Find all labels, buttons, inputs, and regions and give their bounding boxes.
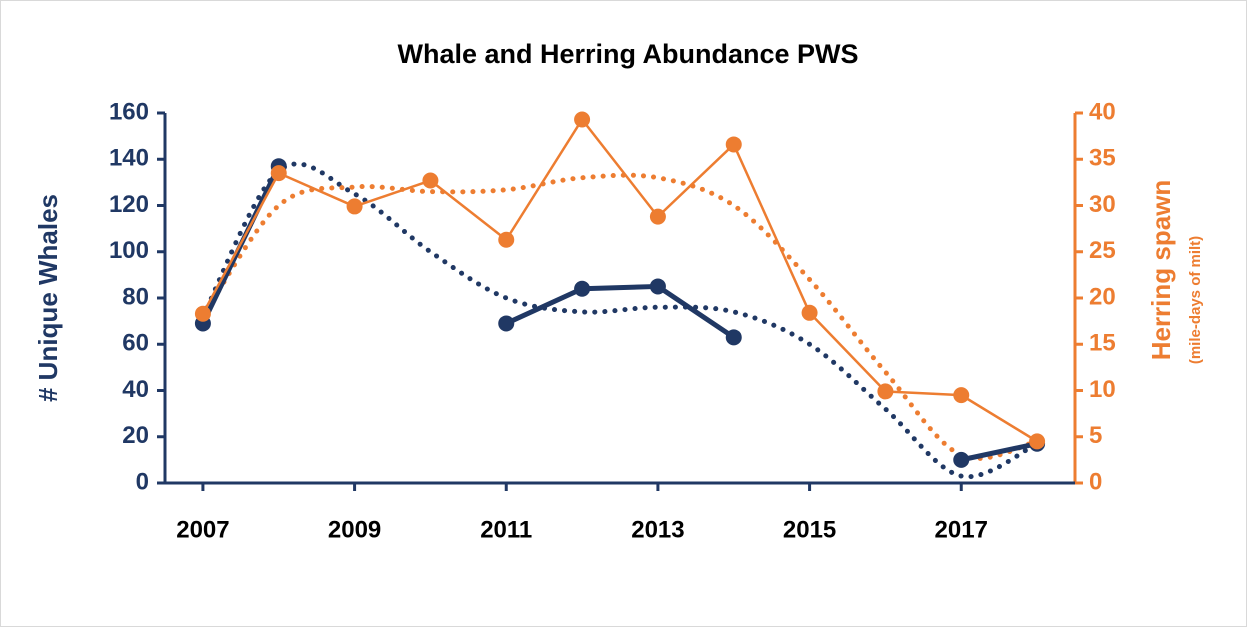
- data-point: [422, 172, 439, 189]
- y-tick-label: 0: [136, 468, 149, 495]
- y2-tick-label: 30: [1089, 191, 1116, 218]
- y2-tick-label: 25: [1089, 237, 1116, 264]
- y2-tick-label: 10: [1089, 376, 1116, 403]
- x-tick-label: 2011: [480, 516, 532, 543]
- data-point: [194, 305, 211, 322]
- data-point: [649, 278, 666, 295]
- y2-tick-label: 15: [1089, 330, 1116, 357]
- trend-line: [200, 172, 1040, 461]
- y2-tick-label: 5: [1089, 422, 1102, 449]
- y-tick-label: 100: [109, 237, 149, 264]
- y2-tick-label: 35: [1089, 145, 1116, 172]
- x-tick-label: 2007: [176, 516, 229, 543]
- y-axis-label: # Unique Whales: [33, 194, 63, 402]
- data-point: [953, 451, 970, 468]
- y-tick-label: 40: [122, 376, 149, 403]
- data-point: [1029, 433, 1046, 450]
- y-tick-label: 140: [109, 145, 149, 172]
- data-point: [270, 165, 287, 182]
- y2-axis-label: Herring spawn: [1146, 180, 1176, 361]
- y-tick-label: 80: [122, 283, 149, 310]
- data-point: [346, 198, 363, 215]
- data-point: [649, 208, 666, 225]
- y-tick-label: 20: [122, 422, 149, 449]
- x-tick-label: 2013: [631, 516, 684, 543]
- data-point: [498, 231, 515, 248]
- data-point: [574, 280, 591, 297]
- x-tick-label: 2015: [783, 516, 836, 543]
- data-line: [201, 118, 1039, 443]
- data-point: [498, 315, 515, 332]
- data-point: [953, 387, 970, 404]
- y2-tick-label: 0: [1089, 468, 1102, 495]
- chart-title: Whale and Herring Abundance PWS: [397, 39, 858, 69]
- trend-line: [200, 161, 1040, 480]
- x-tick-label: 2009: [328, 516, 381, 543]
- y-tick-label: 120: [109, 191, 149, 218]
- y2-tick-label: 20: [1089, 283, 1116, 310]
- y-tick-label: 160: [109, 98, 149, 125]
- y2-tick-label: 40: [1089, 98, 1116, 125]
- data-point: [725, 136, 742, 153]
- data-point: [877, 383, 894, 400]
- data-point: [725, 329, 742, 346]
- data-point: [801, 304, 818, 321]
- x-tick-label: 2017: [935, 516, 988, 543]
- data-point: [574, 111, 591, 128]
- y-tick-label: 60: [122, 330, 149, 357]
- y2-axis-sublabel: (mile-days of milt): [1187, 236, 1204, 364]
